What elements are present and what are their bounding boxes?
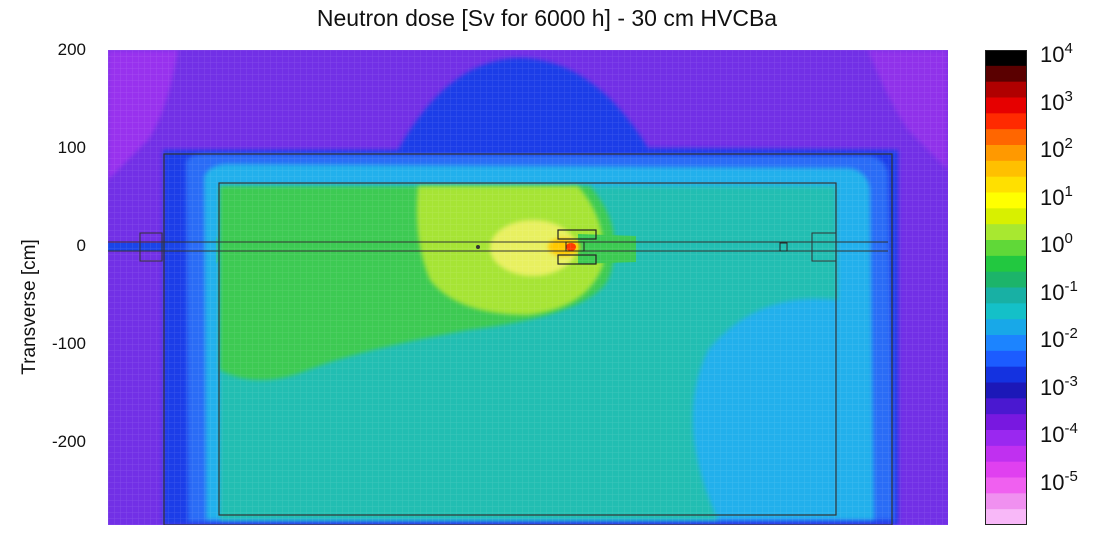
colorbar-swatch	[985, 255, 1027, 273]
dose-heatmap	[108, 50, 948, 525]
colorbar-swatch	[985, 366, 1027, 383]
colorbar-swatch	[985, 461, 1027, 478]
colorbar-swatch	[985, 176, 1027, 193]
colorbar-swatch	[985, 208, 1027, 225]
y-tick-label: 100	[57, 137, 86, 157]
colorbar-swatch	[985, 477, 1027, 494]
colorbar-swatch	[985, 192, 1027, 209]
block-right	[811, 232, 837, 262]
colorbar-swatch	[985, 382, 1027, 399]
y-axis-label: Transverse [cm]	[19, 239, 40, 375]
marker-dot	[476, 245, 480, 249]
colorbar-swatch	[985, 240, 1027, 257]
colorbar-swatch	[985, 65, 1027, 83]
colorbar-tick-label: 10-3	[1040, 372, 1078, 400]
colorbar	[985, 50, 1027, 525]
colorbar-swatch	[985, 319, 1027, 336]
outline-shield	[163, 153, 893, 525]
colorbar-swatch	[985, 287, 1027, 304]
colorbar-swatch	[985, 350, 1027, 368]
colorbar-swatch	[985, 509, 1027, 525]
y-tick-label: 0	[76, 235, 86, 255]
y-tick-label: 200	[57, 40, 86, 59]
colorbar-swatch	[985, 81, 1027, 98]
y-tick-label: -200	[51, 431, 86, 451]
colorbar-swatch	[985, 97, 1027, 114]
y-tick-label: -100	[51, 333, 86, 353]
colorbar-tick-label: 102	[1040, 135, 1073, 162]
colorbar-swatch	[985, 113, 1027, 130]
chart-title: Neutron dose [Sv for 6000 h] - 30 cm HVC…	[316, 5, 778, 31]
colorbar-tick-label: 100	[1040, 230, 1073, 257]
colorbar-swatch	[985, 224, 1027, 241]
colorbar-tick-label: 103	[1040, 87, 1073, 115]
colorbar-swatch	[985, 430, 1027, 447]
target	[565, 241, 585, 252]
colorbar-tick-label: 10-1	[1040, 277, 1078, 305]
colorbar-swatch	[985, 414, 1027, 431]
colorbar-swatch	[985, 303, 1027, 320]
colorbar-swatch	[985, 50, 1027, 67]
magnet-bottom	[557, 254, 597, 265]
colorbar-tick-label: 101	[1040, 182, 1073, 210]
colorbar-swatch	[985, 493, 1027, 510]
colorbar-frame	[985, 50, 1027, 525]
colorbar-swatch	[985, 445, 1027, 463]
colorbar-tick-label: 10-5	[1040, 467, 1078, 495]
colorbar-swatch	[985, 129, 1027, 146]
colorbar-tick-label: 10-4	[1040, 420, 1078, 447]
magnet-top	[557, 229, 597, 240]
colorbar-swatch	[985, 398, 1027, 415]
colorbar-swatch	[985, 271, 1027, 288]
colorbar-tick-label: 10-2	[1040, 325, 1078, 352]
colorbar-swatch	[985, 335, 1027, 352]
colorbar-swatch	[985, 145, 1027, 162]
block-left	[139, 232, 163, 262]
colorbar-swatch	[985, 160, 1027, 178]
monitor-right	[779, 242, 788, 252]
colorbar-tick-label: 104	[1040, 40, 1073, 67]
outline-inner	[218, 182, 837, 516]
